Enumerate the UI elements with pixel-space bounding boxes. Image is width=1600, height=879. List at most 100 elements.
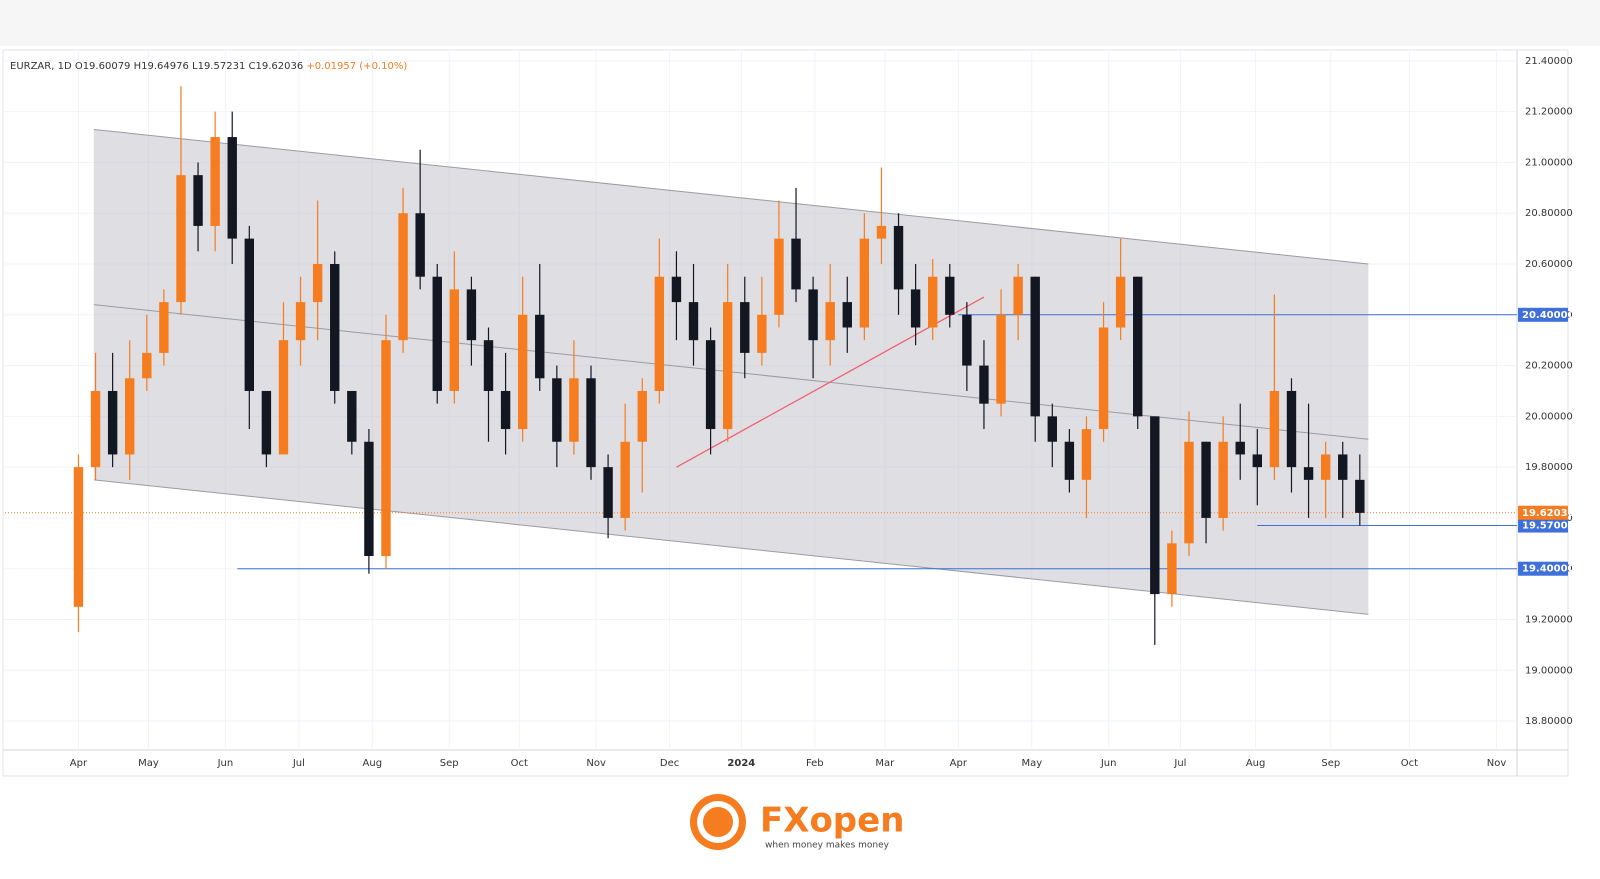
candle-body xyxy=(842,302,852,328)
x-tick-label: Apr xyxy=(70,758,88,769)
candle-body xyxy=(1064,441,1075,480)
candle-body xyxy=(996,314,1006,404)
candle-body xyxy=(449,289,460,391)
x-tick-label: Jun xyxy=(217,758,234,769)
x-tick-label: Apr xyxy=(950,758,968,769)
level-tag xyxy=(1518,561,1568,576)
candle-body xyxy=(1184,441,1194,544)
level-label: 19.40000 xyxy=(1522,564,1575,575)
x-tick-label: May xyxy=(138,758,159,769)
candle-body xyxy=(1013,276,1023,315)
candle-body xyxy=(535,314,545,379)
level-label: 19.57000 xyxy=(1522,521,1575,532)
x-tick-label: Nov xyxy=(586,758,606,769)
candle-body xyxy=(90,390,101,468)
candle-body xyxy=(415,213,425,277)
y-tick-label: 21.00000 xyxy=(1525,157,1573,168)
candle-body xyxy=(1320,454,1331,480)
labels: 18.8000019.0000019.2000019.4000019.60000… xyxy=(70,56,1575,769)
candle-body xyxy=(244,238,255,391)
candle-body xyxy=(466,289,477,341)
candle-body xyxy=(671,276,682,303)
candle-body xyxy=(688,302,699,341)
header-field: L19.57231 xyxy=(192,61,248,72)
candle-body xyxy=(586,378,596,468)
candle-body xyxy=(757,314,767,353)
candle-body xyxy=(1133,276,1143,417)
candle-body xyxy=(740,302,750,353)
logo-tagline: when money makes money xyxy=(765,841,890,851)
candle-body xyxy=(979,365,989,404)
candle-body xyxy=(73,467,84,607)
candle-body xyxy=(774,238,784,315)
candle-body xyxy=(1081,429,1092,480)
x-tick-label: Jun xyxy=(1100,758,1117,769)
candle-body xyxy=(176,175,186,303)
candle-body xyxy=(517,314,528,430)
top-band xyxy=(0,0,1600,46)
candle-body xyxy=(364,441,374,557)
candle-body xyxy=(603,467,613,518)
candle-body xyxy=(654,276,665,391)
y-tick-label: 20.80000 xyxy=(1525,208,1573,219)
candle-body xyxy=(210,137,220,226)
candles xyxy=(73,86,1365,645)
candle-body xyxy=(312,264,323,303)
x-tick-label: Jul xyxy=(292,758,305,769)
x-tick-label: Nov xyxy=(1487,758,1507,769)
channel-upper xyxy=(93,128,1369,265)
candle-body xyxy=(432,276,442,391)
x-tick-label: Oct xyxy=(1401,758,1418,769)
candle-body xyxy=(295,302,306,341)
candle-body xyxy=(1115,276,1126,328)
candle-body xyxy=(1150,416,1160,595)
candle-body xyxy=(910,289,921,328)
candle-body xyxy=(381,340,391,557)
candle-body xyxy=(962,314,972,366)
level-tag xyxy=(1518,307,1568,322)
candle-body xyxy=(193,175,203,226)
candle-body xyxy=(261,390,272,455)
candle-body xyxy=(893,225,904,290)
candle-body xyxy=(1030,276,1040,417)
candle-body xyxy=(552,378,562,442)
symbol-header: EURZAR, 1D O19.60079 H19.64976 L19.57231… xyxy=(10,61,407,72)
candle-body xyxy=(1355,479,1365,513)
candle-body xyxy=(859,238,870,328)
y-tick-label: 20.00000 xyxy=(1525,411,1573,422)
candle-body xyxy=(1252,454,1263,468)
x-tick-label: Mar xyxy=(875,758,895,769)
candle-body xyxy=(620,441,630,518)
header-field: C19.62036 xyxy=(248,61,306,72)
candle-body xyxy=(825,302,835,341)
candle-body xyxy=(483,340,494,391)
y-tick-label: 20.60000 xyxy=(1525,259,1573,270)
candle-body xyxy=(1286,390,1297,468)
y-tick-label: 21.40000 xyxy=(1525,56,1573,67)
candle-body xyxy=(227,137,237,239)
x-tick-label: May xyxy=(1021,758,1042,769)
candle-body xyxy=(1201,441,1211,518)
candle-body xyxy=(159,302,169,353)
candle-body xyxy=(722,302,733,430)
candle-body xyxy=(1338,454,1348,480)
candle-body xyxy=(347,390,357,442)
candle-body xyxy=(791,238,801,290)
header-field: O19.60079 xyxy=(75,61,134,72)
level-tag xyxy=(1518,518,1568,533)
logo: FXopen when money makes money xyxy=(690,794,904,851)
x-tick-label: Jul xyxy=(1173,758,1186,769)
candle-body xyxy=(1218,441,1228,518)
logo-brand: FXopen xyxy=(760,801,904,841)
candle-body xyxy=(705,340,716,430)
y-tick-label: 21.20000 xyxy=(1525,107,1573,118)
y-tick-label: 19.80000 xyxy=(1525,462,1573,473)
y-tick-label: 18.80000 xyxy=(1525,716,1573,727)
x-tick-label: Sep xyxy=(1321,758,1340,769)
candle-body xyxy=(945,276,955,315)
level-tag xyxy=(1518,505,1568,520)
candle-body xyxy=(569,378,579,442)
y-tick-label: 20.20000 xyxy=(1525,361,1573,372)
candle-body xyxy=(1167,543,1177,595)
